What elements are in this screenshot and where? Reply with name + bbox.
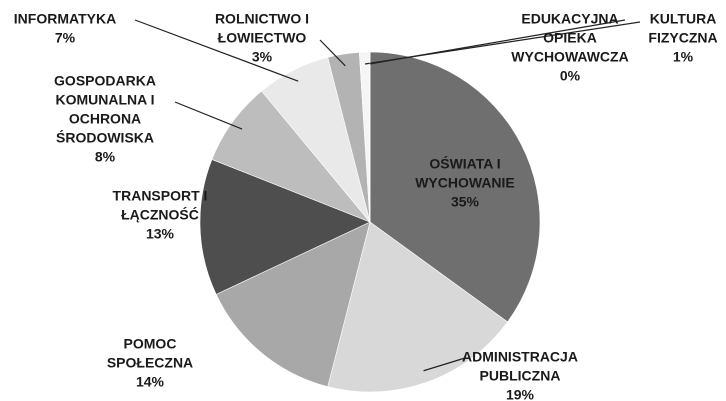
leader-line [319,39,346,67]
value-label: 7% [55,30,76,46]
slice-label: ADMINISTRACJA [462,349,578,365]
slice-label: PUBLICZNA [480,368,561,384]
value-label: 35% [451,194,480,210]
slice-label: TRANSPORT I [113,188,208,204]
leader-line [174,101,243,130]
slice-label: EDUKACYJNA [521,11,618,27]
value-label: 19% [506,387,535,401]
leader-line [134,19,299,82]
slice-label: ŁOWIECTWO [218,30,307,46]
leader-line [369,19,626,65]
slice-label: GOSPODARKA [54,73,156,89]
slice-label: POMOC [124,336,177,352]
slice-label: FIZYCZNA [648,30,717,46]
slice-label: WYCHOWAWCZA [511,49,628,65]
slice-label: WYCHOWANIE [415,175,515,191]
slice-label: ŁĄCZNOŚĆ [121,206,199,223]
value-label: 8% [95,149,116,165]
slice-label: KULTURA [650,11,717,27]
pie-slice [327,221,508,393]
slice-label: SPOŁECZNA [107,355,193,371]
slice-label: ŚRODOWISKA [56,129,154,146]
value-label: 14% [136,374,165,390]
slice-label: INFORMATYKA [14,11,116,27]
value-label: 1% [673,49,694,65]
pie-slice [215,221,371,388]
leader-line [423,357,466,372]
pie-slice [369,51,541,323]
slice-label: KOMUNALNA I [55,92,154,108]
slice-label: OPIEKA [543,30,597,46]
value-label: 0% [560,68,581,84]
pie-slice [199,159,371,295]
slice-label: OŚWIATA I [429,155,500,172]
slice-label: OCHRONA [69,111,141,127]
value-label: 3% [252,49,273,65]
value-label: 13% [146,226,175,242]
slice-label: ROLNICTWO I [215,11,309,27]
